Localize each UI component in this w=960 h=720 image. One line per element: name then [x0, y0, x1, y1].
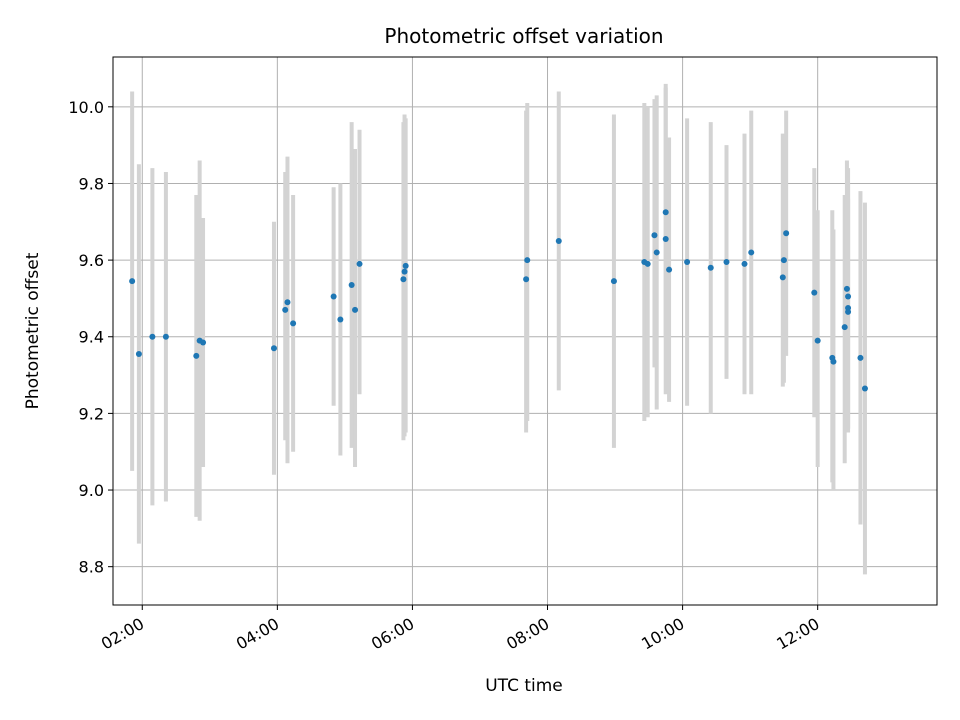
x-tick-label: 12:00	[773, 614, 822, 654]
y-axis-label: Photometric offset	[23, 252, 43, 409]
data-point	[857, 354, 864, 361]
data-point	[741, 260, 748, 267]
data-point	[651, 232, 658, 239]
data-point	[723, 259, 730, 266]
data-point	[400, 276, 407, 283]
x-tick-label: 02:00	[98, 614, 147, 654]
data-point	[330, 293, 337, 300]
y-tick-label: 9.8	[79, 174, 104, 193]
data-point	[337, 316, 344, 323]
data-point	[644, 260, 651, 267]
data-point	[555, 237, 562, 244]
data-point	[662, 236, 669, 243]
data-point	[401, 268, 408, 275]
data-point	[841, 324, 848, 331]
data-point	[783, 230, 790, 237]
data-point	[200, 339, 207, 346]
data-point	[356, 260, 363, 267]
data-point	[845, 308, 852, 315]
x-axis-label: UTC time	[485, 676, 563, 696]
data-point	[814, 337, 821, 344]
data-point	[830, 358, 837, 365]
x-axis: 02:00 04:00 06:00 08:00 10:00 12:00	[98, 605, 823, 654]
data-point	[135, 350, 142, 357]
data-point	[780, 257, 787, 264]
data-point	[193, 352, 200, 359]
errorbars	[130, 83, 867, 575]
data-point	[707, 264, 714, 271]
x-tick-label: 10:00	[638, 614, 687, 654]
data-point	[666, 266, 673, 273]
data-point	[162, 333, 169, 340]
data-point	[129, 278, 136, 285]
data-point	[352, 306, 359, 313]
y-tick-label: 9.6	[79, 251, 104, 270]
data-point	[779, 274, 786, 281]
data-point	[845, 293, 852, 300]
data-point	[149, 333, 156, 340]
data-point	[610, 278, 617, 285]
data-points	[129, 209, 868, 392]
data-point	[684, 259, 691, 266]
data-point	[348, 282, 355, 289]
chart-title: Photometric offset variation	[384, 24, 663, 48]
data-point	[282, 306, 289, 313]
data-point	[290, 320, 297, 327]
data-point	[402, 262, 409, 269]
x-tick-label: 08:00	[503, 614, 552, 654]
data-point	[284, 299, 291, 306]
data-point	[653, 249, 660, 256]
data-point	[523, 276, 530, 283]
y-tick-label: 10.0	[68, 98, 104, 117]
y-tick-label: 8.8	[79, 558, 104, 577]
data-point	[811, 289, 818, 296]
y-tick-label: 9.2	[79, 404, 104, 423]
x-tick-label: 06:00	[368, 614, 417, 654]
y-tick-label: 9.4	[79, 328, 104, 347]
data-point	[861, 385, 868, 392]
data-point	[524, 257, 531, 264]
y-axis: 8.8 9.0 9.2 9.4 9.6 9.8 10.0	[68, 98, 113, 577]
x-tick-label: 04:00	[233, 614, 282, 654]
y-tick-label: 9.0	[79, 481, 104, 500]
plot-frame	[112, 56, 938, 606]
data-point	[270, 345, 277, 352]
data-point	[662, 209, 669, 216]
data-point	[748, 249, 755, 256]
data-point	[843, 285, 850, 292]
